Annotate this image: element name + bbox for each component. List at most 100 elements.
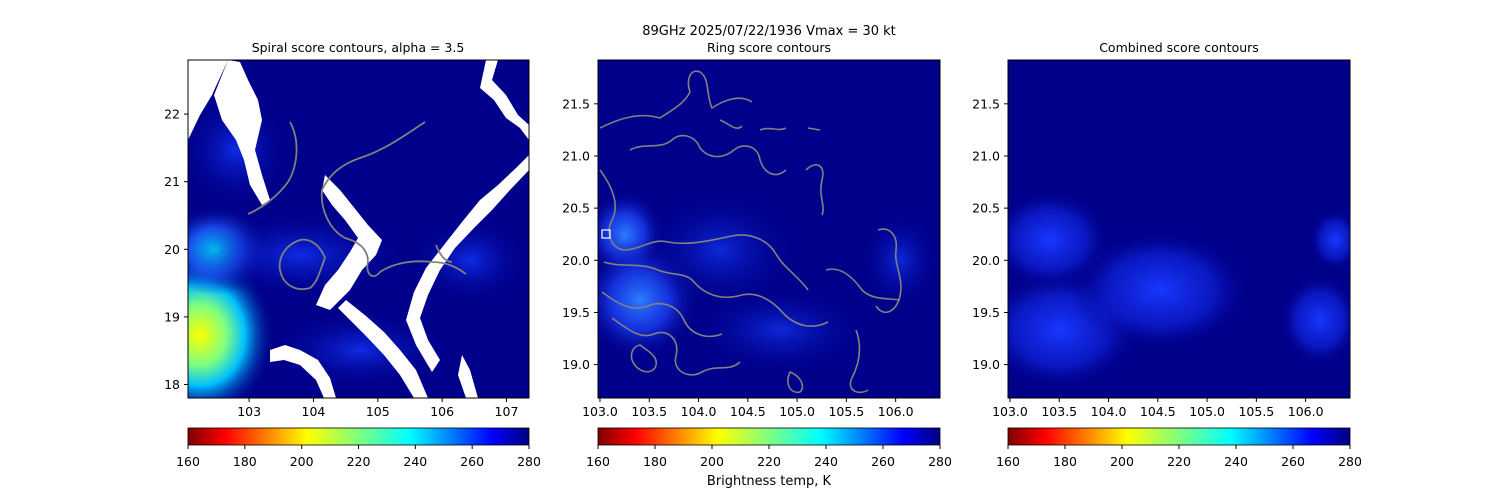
ring-band-east [860, 210, 940, 310]
combined-colorbar-ticks: 160 180 200 220 240 260 280 [996, 445, 1362, 469]
colorbar-tick-label: 160 [586, 454, 610, 469]
ring-panel-title: Ring score contours [707, 40, 831, 55]
ring-contour-5 [601, 291, 723, 338]
ring-contour-4 [603, 261, 829, 327]
y-tick-label: 19 [164, 309, 180, 324]
spiral-colorbar [187, 427, 530, 446]
ring-colorbar [597, 427, 941, 446]
x-tick-label: 105.0 [1189, 404, 1225, 419]
colorbar-tick-label: 240 [1224, 454, 1248, 469]
spiral-contour-east [435, 244, 453, 263]
swath-gap-north-band [214, 60, 270, 205]
ring-contour-1 [599, 70, 753, 129]
colorbar-tick-label: 180 [1053, 454, 1077, 469]
colorbar-tick-label: 240 [403, 454, 427, 469]
colorbar-tick-label: 260 [871, 454, 895, 469]
swath-gap-east [406, 155, 529, 372]
colorbar-tick-label: 260 [1281, 454, 1305, 469]
colorbar-tick-label: 220 [1167, 454, 1191, 469]
spiral-contour-mid [320, 121, 467, 277]
colorbar-tick-label: 180 [643, 454, 667, 469]
ring-contours [599, 70, 902, 394]
y-tick-label: 19.5 [972, 305, 1000, 320]
y-tick-label: 19.0 [972, 357, 1000, 372]
swath-gap-nw [188, 60, 228, 140]
colorbar-tick-label: 160 [176, 454, 200, 469]
x-tick-label: 106 [430, 404, 454, 419]
x-tick-label: 104 [302, 404, 326, 419]
x-tick-label: 103.5 [1041, 404, 1077, 419]
x-tick-label: 107 [495, 404, 519, 419]
x-tick-label: 103.0 [992, 404, 1028, 419]
ring-axis-ticks: 103.0 103.5 104.0 104.5 105.0 105.5 106.0 19.0 1… [562, 96, 913, 419]
ring-band-south [690, 285, 870, 375]
x-tick-label: 104.5 [730, 404, 766, 419]
y-tick-label: 19.0 [562, 357, 590, 372]
spiral-contour-north [247, 121, 298, 215]
y-tick-label: 20.0 [562, 253, 590, 268]
colorbar-tick-label: 180 [233, 454, 257, 469]
y-tick-label: 18 [164, 377, 180, 392]
spiral-colorbar-ticks: 160 180 200 220 240 260 280 [176, 445, 541, 469]
combined-band-east [1280, 275, 1350, 365]
ring-contour-11 [787, 370, 804, 394]
y-tick-label: 19.5 [562, 305, 590, 320]
combined-band-center [1070, 230, 1250, 350]
spiral-contour-loop [278, 238, 326, 290]
ring-colorbar-ticks: 160 180 200 220 240 260 280 [586, 445, 952, 469]
x-tick-label: 106.0 [878, 404, 914, 419]
colorbar-tick-label: 280 [928, 454, 952, 469]
x-tick-label: 105 [366, 404, 390, 419]
ring-axes-frame [597, 59, 941, 399]
figure-suptitle: 89GHz 2025/07/22/1936 Vmax = 30 kt [642, 24, 896, 39]
y-tick-label: 21.0 [972, 148, 1000, 163]
ring-contour-13 [719, 119, 821, 131]
spiral-band-east [410, 215, 529, 305]
x-tick-label: 104.0 [1091, 404, 1127, 419]
colorbar-tick-label: 280 [517, 454, 541, 469]
ring-contour-10 [825, 268, 901, 301]
colorbar-tick-label: 200 [1110, 454, 1134, 469]
colorbar-label: Brightness temp, K [707, 474, 832, 489]
x-tick-label: 103.0 [582, 404, 618, 419]
y-tick-label: 21 [164, 174, 180, 189]
ring-contour-3 [599, 169, 809, 291]
swath-gap-se [458, 355, 478, 398]
combined-axis-ticks: 103.0 103.5 104.0 104.5 105.0 105.5 106.0 19.0 1… [972, 96, 1323, 419]
ring-contour-6 [611, 317, 741, 376]
y-tick-label: 20 [164, 242, 180, 257]
spiral-axes-frame [187, 59, 530, 399]
x-tick-label: 103 [237, 404, 261, 419]
colorbar-tick-label: 220 [347, 454, 371, 469]
ring-band-center [640, 190, 800, 310]
ring-contour-9 [875, 228, 902, 314]
colorbar-tick-label: 220 [757, 454, 781, 469]
x-tick-label: 106.0 [1288, 404, 1324, 419]
spiral-panel-title: Spiral score contours, alpha = 3.5 [252, 40, 465, 55]
y-tick-label: 20.0 [972, 253, 1000, 268]
x-tick-label: 105.5 [828, 404, 864, 419]
center-marker-plus: + [354, 226, 362, 237]
colorbar-tick-label: 240 [814, 454, 838, 469]
colorbar-tick-label: 280 [1338, 454, 1362, 469]
combined-panel-title: Combined score contours [1099, 40, 1259, 55]
combined-axes-frame [1007, 59, 1351, 399]
center-marker-square [601, 229, 611, 239]
spiral-band-upper [188, 90, 290, 210]
combined-colorbar [1007, 427, 1351, 446]
colorbar-tick-label: 200 [700, 454, 724, 469]
y-tick-label: 20.5 [562, 201, 590, 216]
swath-gap-ne [480, 60, 529, 140]
spiral-contours [247, 121, 467, 290]
combined-panel: Combined score contours 103.0 103.5 104.0 1… [972, 40, 1362, 469]
colorbar-tick-label: 260 [460, 454, 484, 469]
spiral-band-center [190, 210, 410, 300]
ring-contour-12 [849, 329, 869, 394]
spiral-panel: Spiral score contours, alpha = 3.5 [164, 40, 541, 469]
ring-contour-8 [805, 164, 824, 216]
swath-gap-south [338, 300, 428, 398]
x-tick-label: 105.5 [1238, 404, 1274, 419]
ring-panel: Ring score contours [562, 40, 952, 489]
x-tick-label: 105.0 [779, 404, 815, 419]
y-tick-label: 21.5 [972, 96, 1000, 111]
